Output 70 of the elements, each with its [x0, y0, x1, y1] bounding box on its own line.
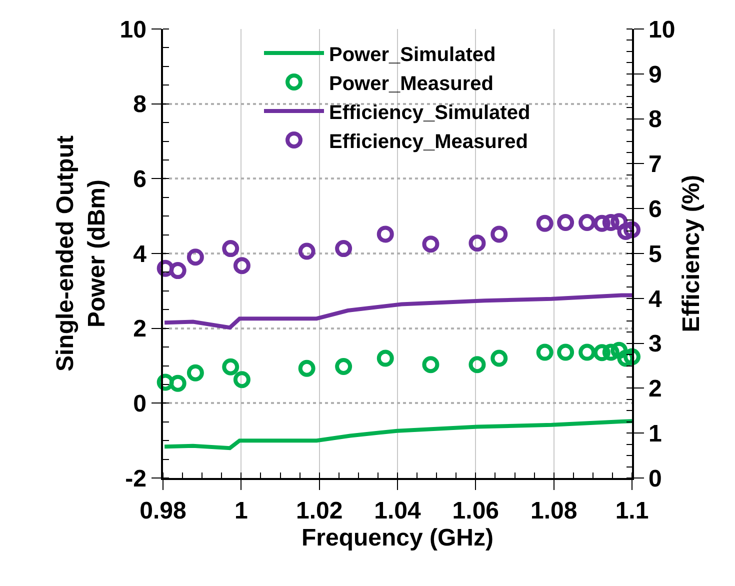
line-series	[163, 419, 632, 450]
x-axis-title: Frequency (GHz)	[301, 524, 494, 552]
legend-label: Power_Measured	[329, 72, 494, 95]
point	[610, 342, 628, 359]
point	[624, 348, 640, 366]
y-tick-label: 6	[133, 166, 146, 194]
point	[376, 226, 394, 243]
point	[233, 371, 250, 388]
point	[578, 214, 596, 232]
point	[593, 214, 610, 232]
y2-tick-label: 3	[648, 330, 662, 358]
point	[602, 344, 620, 361]
point	[233, 257, 250, 274]
point	[602, 214, 620, 232]
point	[468, 234, 486, 252]
y2-tick-label: 5	[648, 240, 662, 268]
point	[298, 242, 316, 260]
y2-tick-label: 10	[648, 16, 676, 44]
point	[422, 356, 440, 374]
legend-label: Power_Simulated	[329, 44, 496, 66]
point	[536, 214, 554, 232]
y-tick-label: 4	[133, 240, 148, 268]
x-tick-label: 1.02	[296, 498, 343, 525]
line-series	[163, 293, 632, 330]
point	[222, 240, 240, 258]
point	[335, 240, 352, 258]
y-tick-label: 0	[133, 390, 146, 418]
point	[490, 226, 508, 243]
point	[578, 344, 596, 361]
point	[536, 344, 554, 361]
y-tick-label: 8	[133, 91, 146, 118]
legend-label: Efficiency_Measured	[329, 130, 528, 153]
x-tick-label: 1.1	[615, 498, 649, 525]
point	[156, 260, 174, 277]
point	[624, 221, 640, 238]
point	[557, 214, 574, 232]
y-axis-title: Single-ended Output Power (dBm)	[52, 136, 110, 372]
point	[610, 213, 628, 230]
y-tick-label: -2	[125, 465, 146, 492]
point	[593, 344, 610, 362]
x-tick-label: 1.08	[530, 498, 578, 525]
point	[422, 236, 440, 253]
point	[557, 344, 574, 361]
point	[186, 248, 204, 266]
x-tick-label: 1	[234, 498, 248, 525]
point	[490, 350, 508, 367]
point	[335, 358, 352, 375]
point	[186, 364, 204, 382]
y2-tick-label: 6	[648, 196, 662, 223]
y2-tick-label: 9	[648, 61, 662, 88]
point	[376, 350, 394, 367]
y2-tick-label: 7	[648, 151, 662, 178]
y2-tick-label: 4	[648, 286, 663, 313]
point	[298, 360, 316, 377]
y2-axis-title: Efficiency (%)	[678, 174, 706, 332]
point	[222, 358, 240, 376]
y2-tick-label: 0	[648, 465, 662, 492]
y2-tick-label: 2	[648, 376, 662, 403]
x-tick-label: 0.98	[140, 498, 186, 525]
point	[169, 374, 186, 392]
y-tick-label: 2	[133, 316, 146, 343]
point	[156, 374, 174, 391]
point	[169, 262, 186, 280]
y2-tick-label: 1	[648, 420, 662, 448]
point	[468, 356, 486, 374]
y2-tick-label: 8	[648, 106, 662, 134]
y-tick-label: 10	[120, 16, 146, 44]
x-tick-label: 1.04	[374, 498, 422, 525]
x-tick-label: 1.06	[452, 498, 500, 525]
legend-label: Efficiency_Simulated	[329, 102, 530, 124]
